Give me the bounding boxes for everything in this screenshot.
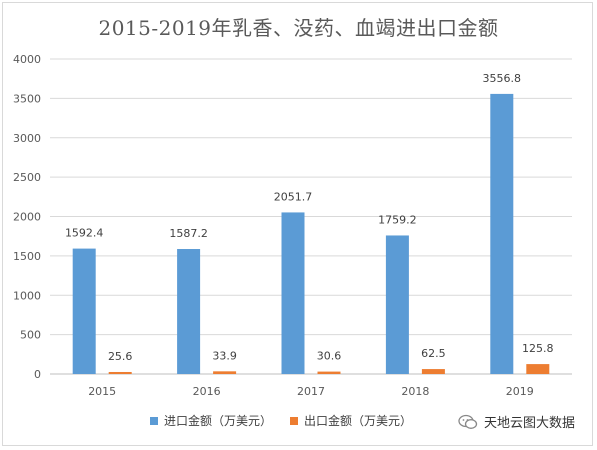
y-tick-label: 4000 bbox=[13, 53, 41, 66]
import-bar bbox=[490, 93, 514, 374]
x-tick-label: 2018 bbox=[401, 385, 429, 398]
y-tick-label: 1500 bbox=[13, 250, 41, 263]
export-data-label: 25.6 bbox=[108, 350, 133, 363]
export-bar bbox=[108, 371, 132, 374]
legend-item-import: 进口金额（万美元） bbox=[150, 412, 272, 429]
legend-swatch-export bbox=[290, 416, 299, 425]
wechat-icon bbox=[458, 414, 478, 429]
y-tick-label: 3500 bbox=[13, 92, 41, 105]
export-bar bbox=[421, 369, 445, 374]
chart-legend: 进口金额（万美元） 出口金额（万美元） bbox=[150, 412, 412, 429]
export-data-label: 125.8 bbox=[522, 342, 554, 355]
import-data-label: 3556.8 bbox=[483, 72, 522, 85]
x-tick-label: 2015 bbox=[88, 385, 116, 398]
x-tick-label: 2016 bbox=[193, 385, 221, 398]
y-tick-label: 500 bbox=[20, 329, 41, 342]
y-tick-label: 2500 bbox=[13, 171, 41, 184]
x-tick-label: 2019 bbox=[506, 385, 534, 398]
import-bar bbox=[385, 235, 409, 374]
export-bar bbox=[526, 364, 550, 374]
y-tick-label: 1000 bbox=[13, 289, 41, 302]
import-data-label: 1759.2 bbox=[378, 213, 417, 226]
import-bar bbox=[177, 249, 201, 374]
watermark-text: 天地云图大数据 bbox=[484, 416, 576, 431]
y-tick-label: 3000 bbox=[13, 132, 41, 145]
y-tick-label: 2000 bbox=[13, 211, 41, 224]
y-tick-label: 0 bbox=[34, 368, 41, 381]
export-bar bbox=[213, 371, 237, 374]
watermark: 天地云图大数据 bbox=[458, 412, 575, 431]
legend-item-export: 出口金额（万美元） bbox=[290, 412, 412, 429]
import-data-label: 1592.4 bbox=[65, 227, 104, 240]
export-bar bbox=[317, 371, 341, 374]
x-tick-label: 2017 bbox=[297, 385, 325, 398]
export-data-label: 33.9 bbox=[212, 349, 237, 362]
legend-label-export: 出口金额（万美元） bbox=[304, 414, 413, 428]
import-data-label: 2051.7 bbox=[274, 190, 313, 203]
import-bar bbox=[281, 212, 305, 374]
import-data-label: 1587.2 bbox=[169, 227, 208, 240]
import-bar bbox=[72, 248, 96, 374]
legend-label-import: 进口金额（万美元） bbox=[164, 414, 273, 428]
export-data-label: 30.6 bbox=[317, 350, 342, 363]
chart-title: 2015-2019年乳香、没药、血竭进出口金额 bbox=[98, 16, 499, 40]
export-data-label: 62.5 bbox=[421, 347, 446, 360]
legend-swatch-import bbox=[150, 416, 158, 425]
